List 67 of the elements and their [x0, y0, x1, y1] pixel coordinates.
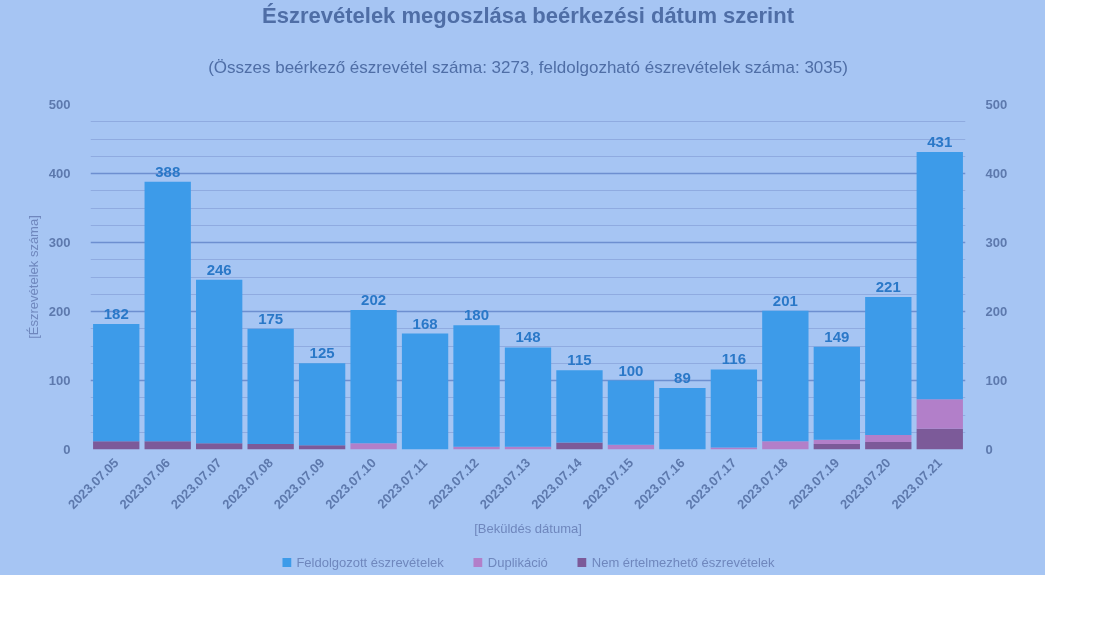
total-label: 431	[927, 133, 953, 151]
bar	[710, 369, 758, 448]
total-label: 388	[155, 162, 181, 180]
bar	[762, 441, 809, 450]
bar	[607, 380, 655, 445]
chart-title: Észrevételek megoszlása beérkezési dátum szerint	[262, 2, 795, 28]
bar	[504, 347, 552, 447]
bar	[247, 443, 294, 450]
y-tick-label: 0	[63, 442, 71, 457]
bar	[196, 279, 243, 444]
bar	[916, 152, 963, 400]
y2-tick-label: 300	[985, 235, 1008, 250]
bar	[813, 346, 860, 440]
bar	[298, 445, 346, 450]
total-label: 175	[258, 309, 284, 327]
total-label: 125	[309, 344, 335, 362]
bar	[865, 297, 912, 436]
y2-tick-label: 500	[985, 97, 1008, 112]
y-tick-label: 100	[48, 373, 71, 388]
total-label: 182	[103, 304, 129, 322]
bar	[196, 443, 243, 450]
x-axis-title: [Beküldés dátuma]	[474, 520, 582, 536]
bar	[350, 443, 397, 450]
bar	[144, 181, 191, 442]
bar	[762, 310, 809, 442]
bar	[916, 399, 963, 429]
y2-tick-label: 0	[985, 442, 993, 457]
total-label: 115	[567, 351, 592, 369]
bar	[813, 443, 860, 450]
bar	[916, 428, 963, 450]
y-tick-label: 500	[48, 97, 71, 112]
bar	[247, 328, 294, 444]
bar	[93, 323, 140, 442]
legend-label: Duplikáció	[487, 554, 548, 570]
total-label: 180	[464, 306, 490, 324]
bar	[813, 439, 860, 444]
bar	[298, 363, 346, 446]
bar	[144, 441, 191, 450]
bar	[93, 441, 140, 450]
legend-label: Nem értelmezhető észrevételek	[591, 554, 775, 570]
bar	[865, 435, 912, 442]
total-label: 168	[412, 314, 438, 332]
y-tick-label: 200	[48, 304, 71, 319]
y2-tick-label: 100	[985, 373, 1008, 388]
y2-tick-label: 400	[985, 166, 1008, 181]
bar	[453, 325, 500, 447]
total-label: 202	[361, 291, 387, 309]
total-label: 116	[721, 350, 746, 368]
bar	[710, 447, 758, 450]
total-label: 100	[618, 361, 644, 379]
legend-label: Feldolgozott észrevételek	[296, 554, 444, 570]
total-label: 246	[206, 260, 232, 278]
y-tick-label: 400	[48, 166, 71, 181]
bar	[401, 333, 449, 450]
bar	[556, 370, 603, 443]
total-label: 201	[772, 291, 798, 309]
total-label: 149	[824, 327, 850, 345]
chart-subtitle: (Összes beérkező észrevétel száma: 3273, feldolgozható észrevételek száma: 3035)	[208, 57, 848, 77]
bar	[350, 310, 397, 444]
total-label: 148	[515, 328, 541, 346]
total-label: 89	[674, 369, 691, 387]
y-tick-label: 300	[48, 235, 71, 250]
y2-tick-label: 200	[985, 304, 1008, 319]
total-label: 221	[875, 278, 901, 296]
bar	[865, 441, 912, 450]
y-axis-title: [Észrevételek száma]	[25, 215, 41, 339]
bar	[659, 388, 706, 450]
